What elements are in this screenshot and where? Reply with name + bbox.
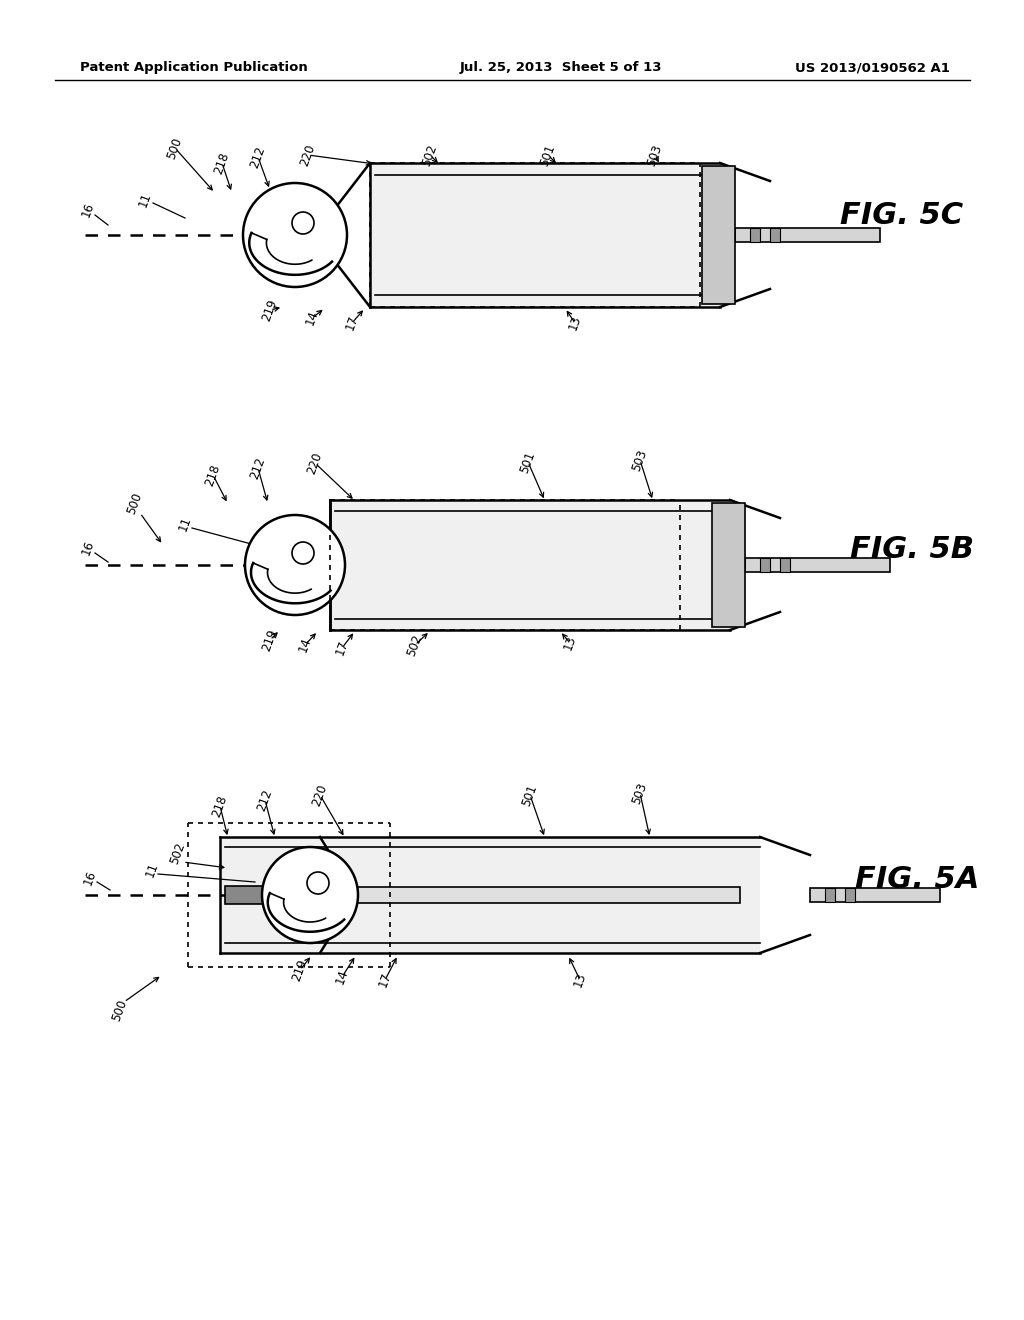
- Text: 503: 503: [630, 780, 650, 805]
- Text: 16: 16: [79, 201, 96, 219]
- Text: 500: 500: [111, 998, 130, 1023]
- Text: 500: 500: [125, 491, 144, 516]
- Circle shape: [292, 213, 314, 234]
- Text: 503: 503: [630, 447, 650, 473]
- Polygon shape: [330, 500, 730, 630]
- Text: FIG. 5A: FIG. 5A: [855, 866, 979, 895]
- Text: 13: 13: [571, 970, 589, 989]
- Text: Jul. 25, 2013  Sheet 5 of 13: Jul. 25, 2013 Sheet 5 of 13: [460, 62, 663, 74]
- Text: FIG. 5B: FIG. 5B: [850, 536, 974, 565]
- Bar: [250, 226, 295, 244]
- Bar: [340, 887, 740, 903]
- Text: 501: 501: [538, 143, 558, 168]
- Text: 212: 212: [248, 144, 268, 170]
- Text: 212: 212: [255, 787, 275, 813]
- Text: 16: 16: [81, 869, 98, 887]
- Circle shape: [292, 543, 314, 564]
- Text: 219: 219: [260, 627, 280, 653]
- Circle shape: [262, 847, 358, 942]
- Bar: [810, 888, 940, 902]
- Circle shape: [307, 873, 329, 894]
- Bar: [735, 228, 880, 242]
- Text: 500: 500: [165, 136, 185, 161]
- Text: 14: 14: [334, 968, 350, 986]
- Circle shape: [245, 515, 345, 615]
- Text: 17: 17: [343, 314, 360, 333]
- Text: 501: 501: [520, 783, 540, 808]
- Text: 14: 14: [296, 636, 313, 655]
- Text: 219: 219: [290, 957, 310, 983]
- Bar: [760, 558, 770, 572]
- Bar: [750, 228, 760, 242]
- Text: 503: 503: [645, 143, 665, 168]
- Text: 11: 11: [143, 861, 161, 879]
- Text: 501: 501: [518, 449, 538, 475]
- Text: 13: 13: [561, 634, 579, 652]
- Text: 218: 218: [203, 462, 223, 487]
- Bar: [780, 558, 790, 572]
- Text: 219: 219: [260, 297, 280, 323]
- Text: 11: 11: [176, 515, 194, 533]
- Text: FIG. 5C: FIG. 5C: [840, 201, 964, 230]
- Text: Patent Application Publication: Patent Application Publication: [80, 62, 308, 74]
- Text: 220: 220: [310, 783, 330, 808]
- Text: 17: 17: [377, 970, 393, 989]
- Text: 502: 502: [168, 841, 188, 866]
- Text: 16: 16: [79, 539, 96, 557]
- Bar: [702, 166, 735, 304]
- Text: 14: 14: [303, 309, 321, 327]
- Text: 218: 218: [212, 150, 231, 176]
- Bar: [845, 888, 855, 902]
- Bar: [745, 558, 890, 572]
- Text: 502: 502: [420, 143, 440, 168]
- Text: 220: 220: [305, 450, 325, 475]
- Text: 220: 220: [298, 143, 317, 168]
- Text: 17: 17: [334, 639, 350, 657]
- Bar: [225, 886, 270, 904]
- Bar: [250, 556, 295, 574]
- Bar: [712, 503, 745, 627]
- Circle shape: [243, 183, 347, 286]
- Text: US 2013/0190562 A1: US 2013/0190562 A1: [795, 62, 950, 74]
- Polygon shape: [370, 162, 720, 308]
- Text: 13: 13: [566, 314, 584, 333]
- Text: 11: 11: [136, 190, 154, 210]
- Text: 502: 502: [406, 632, 425, 657]
- Bar: [825, 888, 835, 902]
- Text: 212: 212: [248, 455, 268, 480]
- Bar: [770, 228, 780, 242]
- Polygon shape: [220, 837, 760, 953]
- Text: 218: 218: [210, 793, 230, 818]
